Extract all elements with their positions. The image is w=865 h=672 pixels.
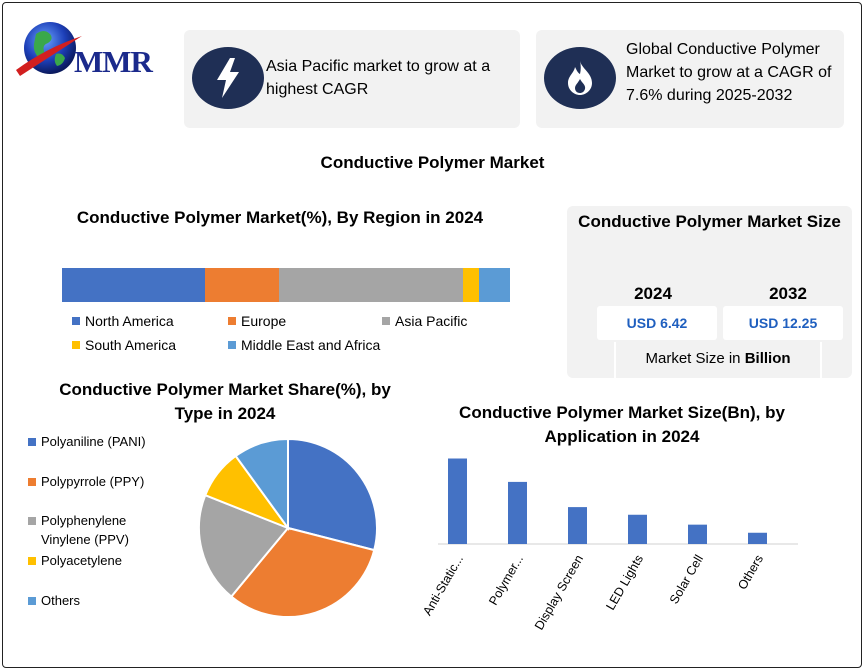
- flame-icon: [544, 47, 616, 109]
- legend-label: Middle East and Africa: [241, 337, 381, 353]
- legend-swatch: [228, 341, 236, 349]
- legend-swatch: [28, 517, 36, 525]
- value-2024: USD 6.42: [597, 306, 717, 340]
- application-chart-title: Conductive Polymer Market Size(Bn), by A…: [459, 403, 785, 446]
- type-legend-item: Polyphenylene Vinylene (PPV): [28, 511, 168, 549]
- bar-others: [748, 532, 767, 544]
- type-chart-title: Conductive Polymer Market Share(%), by T…: [59, 380, 391, 423]
- market-size-panel: Conductive Polymer Market Size 2024 2032…: [567, 206, 852, 378]
- x-tick-label: Others: [735, 553, 766, 592]
- value-2032: USD 12.25: [723, 306, 843, 340]
- x-tick-label: Display Screen: [532, 552, 586, 632]
- legend-label: South America: [85, 337, 177, 353]
- legend-label: Polypyrrole (PPY): [41, 474, 145, 489]
- legend-swatch: [228, 317, 236, 325]
- type-pie-chart: [198, 437, 378, 618]
- legend-label: Polyacetylene: [41, 553, 122, 568]
- market-size-unit: Market Size in Billion: [614, 342, 822, 378]
- region-legend-item: Europe: [228, 313, 286, 329]
- region-segment-asia-pacific: [279, 268, 463, 302]
- mmr-logo: MMR: [14, 18, 174, 84]
- bar-polymer: [508, 481, 527, 544]
- legend-label: Europe: [241, 313, 287, 329]
- card-text: Asia Pacific market to grow at a highest…: [266, 58, 491, 98]
- bar-anti-static: [448, 458, 467, 544]
- legend-swatch: [28, 478, 36, 486]
- asia-pacific-card: Asia Pacific market to grow at a highest…: [184, 30, 520, 128]
- region-segment-middle-east-and-africa: [478, 268, 510, 302]
- globe-icon: [16, 22, 82, 76]
- page-title: Conductive Polymer Market: [320, 153, 545, 172]
- region-stacked-bar: [62, 268, 510, 302]
- x-tick-label: Anti-Static...: [420, 553, 466, 618]
- pie-slice-others: [234, 437, 289, 532]
- region-chart-title: Conductive Polymer Market(%), By Region …: [76, 208, 484, 227]
- region-segment-north-america: [62, 268, 206, 302]
- region-legend-item: Middle East and Africa: [228, 337, 380, 353]
- legend-label: Asia Pacific: [395, 313, 468, 329]
- region-legend-item: South America: [72, 337, 176, 353]
- legend-swatch: [382, 317, 390, 325]
- legend-label: Others: [41, 593, 81, 608]
- unit-bold: Billion: [744, 350, 791, 367]
- region-segment-south-america: [462, 268, 479, 302]
- pie-slice-polypyrrole-ppy: [229, 526, 376, 618]
- application-bar-chart: Anti-Static... Polymer... Display Screen LE…: [420, 458, 798, 632]
- logo-text: MMR: [74, 44, 153, 79]
- x-tick-label: Polymer...: [486, 553, 526, 608]
- legend-swatch: [28, 557, 36, 565]
- unit-prefix: Market Size in: [645, 350, 745, 367]
- pie-slice-polyphenylene-vinylene-ppv: [198, 493, 290, 598]
- lightning-icon: [192, 47, 264, 109]
- region-legend-item: North America: [72, 313, 174, 329]
- x-tick-label: LED Lights: [603, 553, 646, 613]
- year-2024-label: 2024: [634, 284, 672, 303]
- bar-display-screen: [568, 507, 587, 544]
- legend-label: Polyphenylene Vinylene (PPV): [41, 513, 129, 547]
- legend-swatch: [72, 341, 80, 349]
- legend-label: North America: [85, 313, 174, 329]
- cagr-card: Global Conductive Polymer Market to grow…: [536, 30, 844, 128]
- x-tick-label: Solar Cell: [667, 553, 706, 607]
- card-text: Global Conductive Polymer Market to grow…: [626, 41, 832, 104]
- legend-swatch: [72, 317, 80, 325]
- legend-swatch: [28, 597, 36, 605]
- market-size-title: Conductive Polymer Market Size: [578, 212, 841, 231]
- legend-label: Polyaniline (PANI): [41, 434, 146, 449]
- legend-swatch: [28, 438, 36, 446]
- region-legend-item: Asia Pacific: [382, 313, 467, 329]
- pie-slice-polyaniline-pani: [287, 437, 378, 552]
- bar-solar-cell: [688, 524, 707, 544]
- year-2032-label: 2032: [769, 284, 807, 303]
- region-segment-europe: [205, 268, 280, 302]
- type-legend-item: Others: [28, 591, 168, 610]
- type-legend-item: Polyaniline (PANI): [28, 432, 168, 451]
- type-legend-item: Polypyrrole (PPY): [28, 472, 168, 491]
- bar-led-lights: [628, 514, 647, 544]
- type-legend-item: Polyacetylene: [28, 551, 168, 570]
